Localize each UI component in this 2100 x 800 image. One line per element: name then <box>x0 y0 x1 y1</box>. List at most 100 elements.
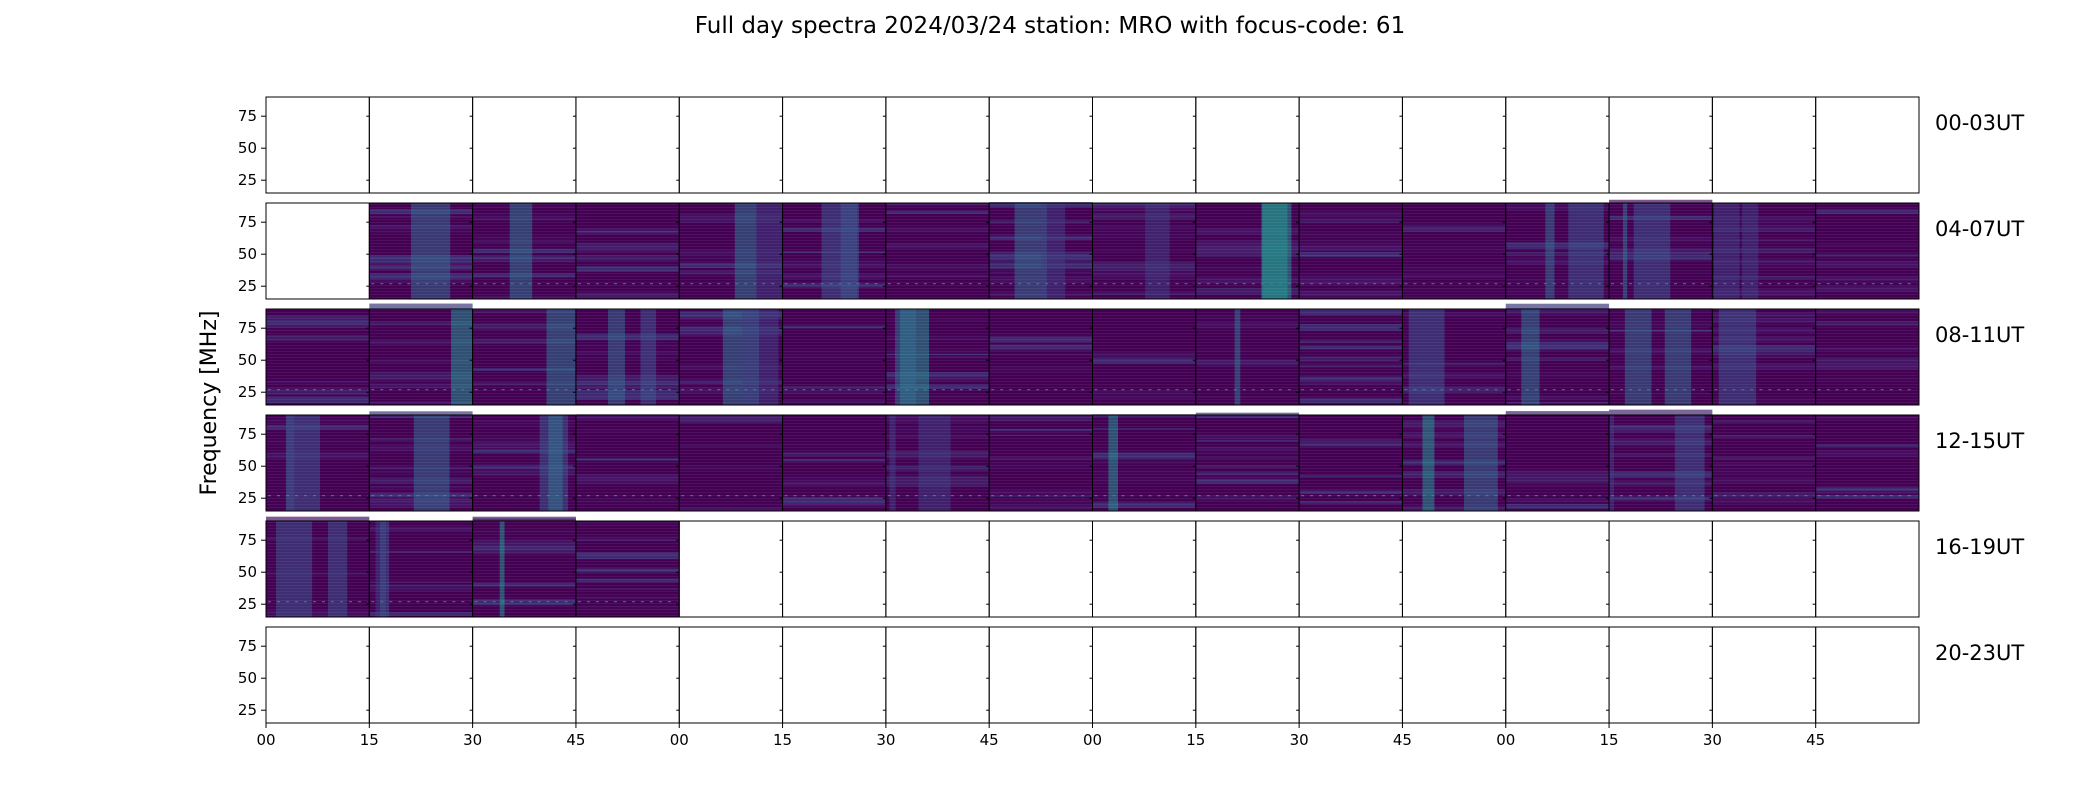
row-label: 04-07UT <box>1935 217 2024 241</box>
y-tick-label: 75 <box>238 425 257 443</box>
spectrum-panel <box>1401 414 1507 512</box>
spectrum-panel <box>1608 96 1713 194</box>
panel-frame <box>1815 202 1920 300</box>
spectrum-panel <box>1711 202 1817 300</box>
spectrum-panel <box>1711 520 1817 618</box>
panel-frame <box>368 626 474 724</box>
spectrum-texture <box>575 203 680 299</box>
spectrum-panel <box>1092 414 1197 512</box>
spectrum-panel <box>1401 96 1507 194</box>
spectrum-texture <box>1609 309 1713 405</box>
spectrum-texture <box>472 521 576 617</box>
spectrum-panel <box>368 96 474 194</box>
x-tick-label: 00 <box>1496 731 1515 749</box>
spectrum-panel <box>1815 202 1920 300</box>
y-tick-label: 50 <box>238 563 257 581</box>
spectrum-band <box>472 516 576 522</box>
spectrum-panel <box>472 202 577 300</box>
spectrum-panel <box>885 520 990 618</box>
x-tick-label: 30 <box>876 731 895 749</box>
spectrum-panel <box>988 202 1093 300</box>
spectrum-panel <box>575 308 680 406</box>
y-tick-label: 50 <box>238 669 257 687</box>
spectrum-panel <box>885 414 990 512</box>
spectrum-panel <box>368 411 474 512</box>
spectrum-panel <box>988 414 1093 512</box>
spectrum-panel <box>988 308 1093 406</box>
spectrum-texture <box>472 203 576 299</box>
x-tick-label: 45 <box>1806 731 1825 749</box>
y-tick-label: 50 <box>238 351 257 369</box>
panel-frame <box>1505 520 1610 618</box>
spectrum-panel <box>265 516 370 618</box>
panel-frame <box>575 626 680 724</box>
spectrum-panel <box>1092 202 1197 300</box>
x-tick-label: 15 <box>1600 731 1619 749</box>
panel-frame <box>1505 96 1610 194</box>
spectrum-texture <box>1092 415 1196 511</box>
x-tick-label: 45 <box>1393 731 1412 749</box>
row-label: 16-19UT <box>1935 535 2024 559</box>
panel-frame <box>1401 626 1507 724</box>
spectrum-panel <box>1195 202 1300 300</box>
spectrum-texture <box>369 415 473 511</box>
spectrum-panel <box>575 520 680 618</box>
x-tick-label: 15 <box>360 731 379 749</box>
spectrum-panel <box>678 96 784 194</box>
y-tick-label: 50 <box>238 457 257 475</box>
spectrum-panel <box>1401 202 1507 300</box>
spectrum-texture <box>1092 309 1196 405</box>
spectrum-texture <box>782 203 886 299</box>
spectrum-texture <box>575 521 680 617</box>
spectrum-panel <box>1298 520 1403 618</box>
spectrum-panel <box>1505 520 1610 618</box>
row-label: 00-03UT <box>1935 111 2024 135</box>
spectrum-panel <box>1298 202 1403 300</box>
spectrum-panel <box>1608 409 1713 512</box>
spectrum-panel <box>678 414 784 512</box>
panel-frame <box>1711 96 1817 194</box>
panel-frame <box>1711 520 1817 618</box>
y-tick-label: 50 <box>238 139 257 157</box>
spectrum-panel <box>782 96 887 194</box>
spectrum-panel <box>1815 414 1920 512</box>
spectrum-texture <box>369 309 473 405</box>
spectrum-panel <box>988 626 1093 724</box>
panel-frame <box>678 626 784 724</box>
panel-frame <box>575 96 680 194</box>
spectrum-panel <box>678 626 784 724</box>
panel-frame <box>1298 626 1403 724</box>
spectrum-texture <box>1402 309 1506 405</box>
panel-frame <box>1092 520 1197 618</box>
spectrum-band <box>1505 411 1610 416</box>
spectrum-panel <box>265 202 370 300</box>
spectrum-panel <box>575 414 680 512</box>
panel-frame <box>368 96 474 194</box>
spectrum-panel <box>885 202 990 300</box>
spectrum-texture <box>1505 203 1610 299</box>
spectrum-band <box>369 303 473 310</box>
spectrum-texture <box>1609 415 1713 511</box>
spectrum-panel <box>1401 308 1507 406</box>
panel-frame <box>1298 96 1403 194</box>
y-tick-label: 75 <box>238 213 257 231</box>
spectrum-texture <box>369 521 473 617</box>
panel-frame <box>1608 626 1713 724</box>
spectrum-panel <box>368 626 474 724</box>
spectrum-texture <box>472 415 576 511</box>
spectrum-panel <box>1505 626 1610 724</box>
spectrum-texture <box>1299 203 1403 299</box>
panel-frame <box>265 96 370 194</box>
spectrum-panel <box>265 96 370 194</box>
y-tick-label: 50 <box>238 245 257 263</box>
spectrum-panel <box>472 626 577 724</box>
row-label: 20-23UT <box>1935 641 2024 665</box>
spectrum-texture <box>1505 415 1610 511</box>
x-tick-label: 00 <box>1083 731 1102 749</box>
panel-frame <box>1195 626 1300 724</box>
panel-frame <box>1195 96 1300 194</box>
spectrum-texture <box>782 415 886 511</box>
spectrum-texture <box>1505 309 1610 405</box>
panel-frame <box>885 626 990 724</box>
